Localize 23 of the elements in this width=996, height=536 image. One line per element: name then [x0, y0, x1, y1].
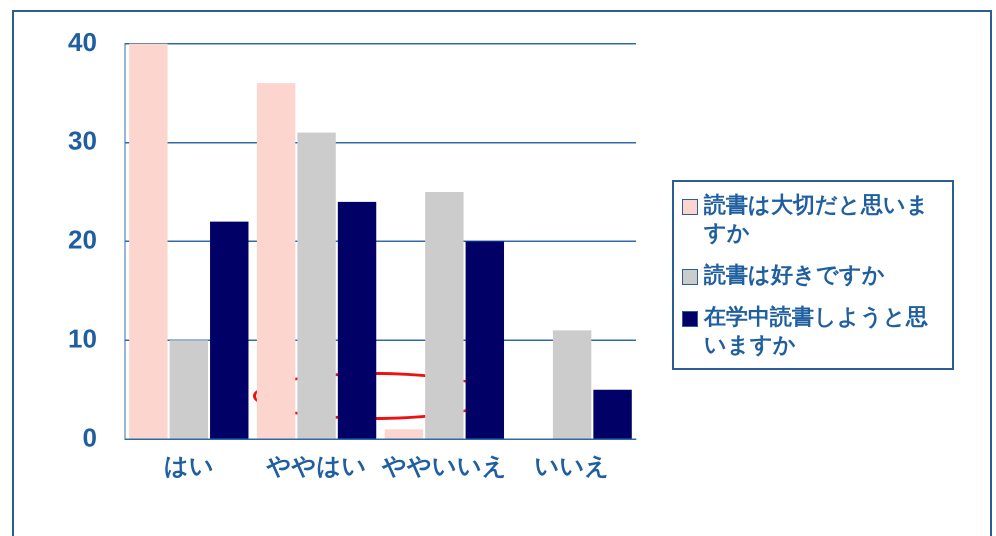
legend-label: 読書は大切だと思いますか	[704, 192, 930, 248]
y-tick-label: 20	[68, 224, 97, 255]
legend-label: 読書は好きですか	[704, 262, 885, 290]
bar	[129, 44, 168, 438]
bar	[338, 202, 376, 438]
x-tick-label: はい	[164, 453, 214, 480]
bar	[552, 330, 592, 438]
bar	[297, 132, 336, 438]
bar	[170, 340, 208, 438]
bar	[256, 83, 296, 438]
x-tick-label: ややいいえ	[380, 453, 507, 480]
x-tick-label: いいえ	[534, 453, 610, 480]
bar	[384, 429, 424, 438]
x-tick-label: ややはい	[266, 453, 367, 480]
bar	[593, 390, 632, 438]
y-tick-label: 0	[82, 422, 97, 452]
y-tick-label: 10	[68, 323, 97, 354]
legend-label: 在学中読書しようと思いますか	[704, 304, 929, 360]
bar	[466, 241, 504, 438]
y-tick-label: 40	[68, 26, 97, 57]
bar	[425, 192, 464, 438]
y-tick-label: 30	[68, 126, 97, 156]
bar	[210, 222, 248, 438]
